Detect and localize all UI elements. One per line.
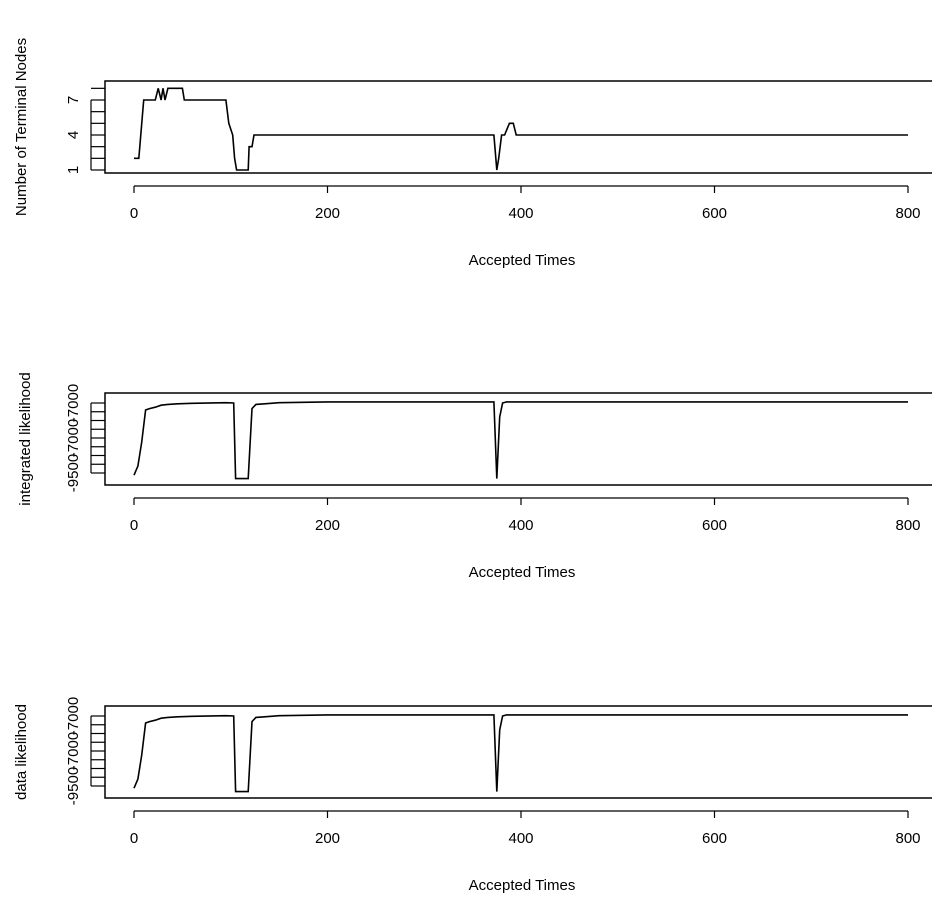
- x-axis-label-integrated-likelihood: Accepted Times: [469, 564, 576, 581]
- x-tick-label: 0: [130, 517, 138, 534]
- x-axis-label-terminal-nodes: Accepted Times: [469, 252, 576, 269]
- y-tick-label: 4: [65, 131, 82, 139]
- x-tick-label: 600: [702, 517, 727, 534]
- y-tick-label: -7000: [65, 732, 82, 770]
- x-tick-label: 200: [315, 517, 340, 534]
- panel-data-likelihood: Accepted Times data likelihood 0 200 400 60…: [13, 697, 932, 894]
- plot-frame-terminal-nodes: [104, 80, 932, 174]
- x-tick-label: 200: [315, 205, 340, 222]
- x-tick-label: 800: [895, 205, 920, 222]
- series-line-integrated-likelihood: [133, 401, 908, 480]
- y-axis-label-data-likelihood: data likelihood: [13, 704, 30, 800]
- x-tick-label: 400: [508, 830, 533, 847]
- series-line-terminal-nodes: [134, 87, 908, 171]
- x-tick-label: 800: [895, 517, 920, 534]
- y-tick-label: -7000: [65, 419, 82, 457]
- y-axis-label-integrated-likelihood: integrated likelihood: [17, 372, 34, 505]
- y-tick-label: -7000: [65, 384, 82, 422]
- series-line-data-likelihood: [133, 714, 908, 793]
- x-tick-label: 200: [315, 830, 340, 847]
- y-tick-label: 7: [65, 96, 82, 104]
- x-tick-label: 0: [130, 830, 138, 847]
- panel-integrated-likelihood: Accepted Times integrated likelihood 0 20…: [17, 372, 932, 581]
- y-tick-label: -7000: [65, 697, 82, 735]
- x-tick-label: 400: [508, 517, 533, 534]
- y-tick-label: -9500: [65, 767, 82, 805]
- x-tick-label: 0: [130, 205, 138, 222]
- panel-terminal-nodes: Accepted Times Number of Terminal Nodes …: [13, 38, 932, 269]
- y-axis-label-terminal-nodes: Number of Terminal Nodes: [13, 38, 30, 216]
- x-tick-label: 800: [895, 830, 920, 847]
- plot-frame-data-likelihood: [104, 705, 932, 799]
- x-tick-label: 600: [702, 205, 727, 222]
- x-tick-label: 400: [508, 205, 533, 222]
- plot-frame-integrated-likelihood: [104, 392, 932, 486]
- x-axis-label-data-likelihood: Accepted Times: [469, 877, 576, 894]
- x-tick-label: 600: [702, 830, 727, 847]
- y-tick-label: -9500: [65, 454, 82, 492]
- y-tick-label: 1: [65, 166, 82, 174]
